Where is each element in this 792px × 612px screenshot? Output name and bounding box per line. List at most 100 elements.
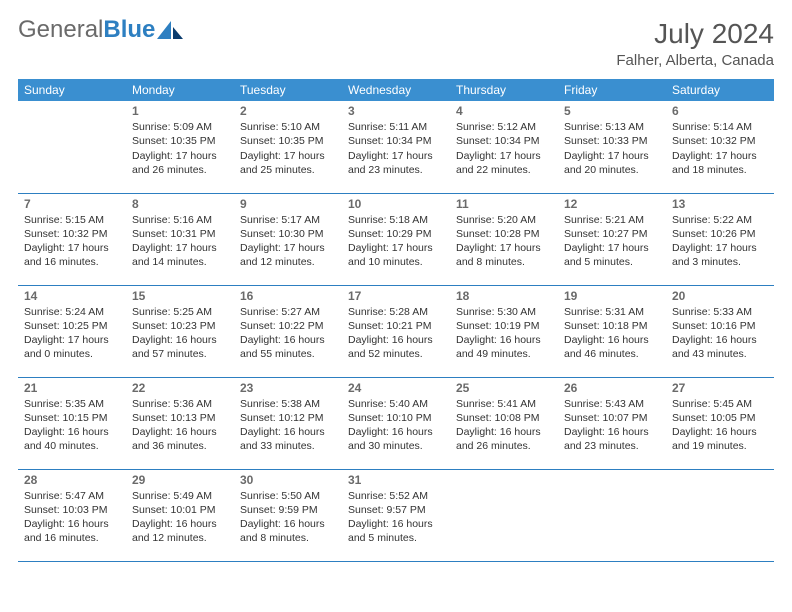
sunrise-line: Sunrise: 5:38 AM [240, 397, 336, 411]
day-number: 14 [24, 288, 120, 304]
calendar-day-cell: 3Sunrise: 5:11 AMSunset: 10:34 PMDayligh… [342, 101, 450, 193]
calendar-day-cell [666, 469, 774, 561]
day-number: 30 [240, 472, 336, 488]
calendar-day-cell: 13Sunrise: 5:22 AMSunset: 10:26 PMDaylig… [666, 193, 774, 285]
calendar-day-cell: 11Sunrise: 5:20 AMSunset: 10:28 PMDaylig… [450, 193, 558, 285]
daylight-line: Daylight: 17 hours and 5 minutes. [564, 241, 660, 269]
weekday-header: Sunday [18, 79, 126, 101]
daylight-line: Daylight: 16 hours and 52 minutes. [348, 333, 444, 361]
calendar-day-cell: 20Sunrise: 5:33 AMSunset: 10:16 PMDaylig… [666, 285, 774, 377]
sunset-line: Sunset: 9:59 PM [240, 503, 336, 517]
sunrise-line: Sunrise: 5:43 AM [564, 397, 660, 411]
day-number: 31 [348, 472, 444, 488]
sunrise-line: Sunrise: 5:40 AM [348, 397, 444, 411]
daylight-line: Daylight: 16 hours and 12 minutes. [132, 517, 228, 545]
daylight-line: Daylight: 17 hours and 18 minutes. [672, 149, 768, 177]
daylight-line: Daylight: 16 hours and 33 minutes. [240, 425, 336, 453]
calendar-day-cell: 8Sunrise: 5:16 AMSunset: 10:31 PMDayligh… [126, 193, 234, 285]
calendar-day-cell: 4Sunrise: 5:12 AMSunset: 10:34 PMDayligh… [450, 101, 558, 193]
daylight-line: Daylight: 17 hours and 20 minutes. [564, 149, 660, 177]
calendar-day-cell: 21Sunrise: 5:35 AMSunset: 10:15 PMDaylig… [18, 377, 126, 469]
sunrise-line: Sunrise: 5:28 AM [348, 305, 444, 319]
sunset-line: Sunset: 9:57 PM [348, 503, 444, 517]
calendar-day-cell: 31Sunrise: 5:52 AMSunset: 9:57 PMDayligh… [342, 469, 450, 561]
calendar-table: SundayMondayTuesdayWednesdayThursdayFrid… [18, 79, 774, 562]
daylight-line: Daylight: 17 hours and 26 minutes. [132, 149, 228, 177]
sunset-line: Sunset: 10:12 PM [240, 411, 336, 425]
sunset-line: Sunset: 10:34 PM [456, 134, 552, 148]
daylight-line: Daylight: 16 hours and 43 minutes. [672, 333, 768, 361]
weekday-header: Thursday [450, 79, 558, 101]
daylight-line: Daylight: 16 hours and 23 minutes. [564, 425, 660, 453]
daylight-line: Daylight: 16 hours and 30 minutes. [348, 425, 444, 453]
sunset-line: Sunset: 10:01 PM [132, 503, 228, 517]
sunset-line: Sunset: 10:19 PM [456, 319, 552, 333]
sunrise-line: Sunrise: 5:22 AM [672, 213, 768, 227]
logo-sail-icon [157, 21, 183, 39]
sunrise-line: Sunrise: 5:14 AM [672, 120, 768, 134]
calendar-week-row: 21Sunrise: 5:35 AMSunset: 10:15 PMDaylig… [18, 377, 774, 469]
sunrise-line: Sunrise: 5:16 AM [132, 213, 228, 227]
sunrise-line: Sunrise: 5:20 AM [456, 213, 552, 227]
daylight-line: Daylight: 16 hours and 57 minutes. [132, 333, 228, 361]
sunrise-line: Sunrise: 5:13 AM [564, 120, 660, 134]
sunset-line: Sunset: 10:15 PM [24, 411, 120, 425]
day-number: 21 [24, 380, 120, 396]
calendar-day-cell: 26Sunrise: 5:43 AMSunset: 10:07 PMDaylig… [558, 377, 666, 469]
calendar-day-cell: 6Sunrise: 5:14 AMSunset: 10:32 PMDayligh… [666, 101, 774, 193]
weekday-header: Friday [558, 79, 666, 101]
day-number: 22 [132, 380, 228, 396]
sunrise-line: Sunrise: 5:15 AM [24, 213, 120, 227]
brand-part2: Blue [103, 18, 155, 42]
sunrise-line: Sunrise: 5:30 AM [456, 305, 552, 319]
calendar-day-cell: 18Sunrise: 5:30 AMSunset: 10:19 PMDaylig… [450, 285, 558, 377]
day-number: 13 [672, 196, 768, 212]
sunset-line: Sunset: 10:10 PM [348, 411, 444, 425]
calendar-day-cell: 1Sunrise: 5:09 AMSunset: 10:35 PMDayligh… [126, 101, 234, 193]
calendar-day-cell: 24Sunrise: 5:40 AMSunset: 10:10 PMDaylig… [342, 377, 450, 469]
calendar-day-cell: 5Sunrise: 5:13 AMSunset: 10:33 PMDayligh… [558, 101, 666, 193]
day-number: 18 [456, 288, 552, 304]
weekday-header: Saturday [666, 79, 774, 101]
calendar-day-cell: 27Sunrise: 5:45 AMSunset: 10:05 PMDaylig… [666, 377, 774, 469]
calendar-day-cell: 16Sunrise: 5:27 AMSunset: 10:22 PMDaylig… [234, 285, 342, 377]
daylight-line: Daylight: 16 hours and 5 minutes. [348, 517, 444, 545]
weekday-header: Wednesday [342, 79, 450, 101]
weekday-header: Tuesday [234, 79, 342, 101]
page-header: GeneralBlue July 2024 Falher, Alberta, C… [18, 18, 774, 69]
day-number: 10 [348, 196, 444, 212]
title-block: July 2024 Falher, Alberta, Canada [616, 18, 774, 69]
day-number: 19 [564, 288, 660, 304]
calendar-day-cell: 14Sunrise: 5:24 AMSunset: 10:25 PMDaylig… [18, 285, 126, 377]
day-number: 29 [132, 472, 228, 488]
day-number: 2 [240, 103, 336, 119]
calendar-day-cell: 29Sunrise: 5:49 AMSunset: 10:01 PMDaylig… [126, 469, 234, 561]
page-title: July 2024 [616, 18, 774, 50]
sunset-line: Sunset: 10:23 PM [132, 319, 228, 333]
sunset-line: Sunset: 10:35 PM [240, 134, 336, 148]
daylight-line: Daylight: 17 hours and 10 minutes. [348, 241, 444, 269]
sunset-line: Sunset: 10:29 PM [348, 227, 444, 241]
calendar-day-cell: 15Sunrise: 5:25 AMSunset: 10:23 PMDaylig… [126, 285, 234, 377]
sunrise-line: Sunrise: 5:21 AM [564, 213, 660, 227]
daylight-line: Daylight: 16 hours and 26 minutes. [456, 425, 552, 453]
day-number: 26 [564, 380, 660, 396]
sunset-line: Sunset: 10:16 PM [672, 319, 768, 333]
daylight-line: Daylight: 16 hours and 36 minutes. [132, 425, 228, 453]
calendar-week-row: 7Sunrise: 5:15 AMSunset: 10:32 PMDayligh… [18, 193, 774, 285]
calendar-body: 1Sunrise: 5:09 AMSunset: 10:35 PMDayligh… [18, 101, 774, 561]
sunset-line: Sunset: 10:08 PM [456, 411, 552, 425]
sunset-line: Sunset: 10:05 PM [672, 411, 768, 425]
day-number: 9 [240, 196, 336, 212]
daylight-line: Daylight: 17 hours and 22 minutes. [456, 149, 552, 177]
daylight-line: Daylight: 16 hours and 46 minutes. [564, 333, 660, 361]
daylight-line: Daylight: 17 hours and 12 minutes. [240, 241, 336, 269]
day-number: 11 [456, 196, 552, 212]
sunset-line: Sunset: 10:30 PM [240, 227, 336, 241]
sunrise-line: Sunrise: 5:17 AM [240, 213, 336, 227]
daylight-line: Daylight: 17 hours and 16 minutes. [24, 241, 120, 269]
day-number: 24 [348, 380, 444, 396]
sunset-line: Sunset: 10:27 PM [564, 227, 660, 241]
daylight-line: Daylight: 16 hours and 19 minutes. [672, 425, 768, 453]
daylight-line: Daylight: 17 hours and 23 minutes. [348, 149, 444, 177]
